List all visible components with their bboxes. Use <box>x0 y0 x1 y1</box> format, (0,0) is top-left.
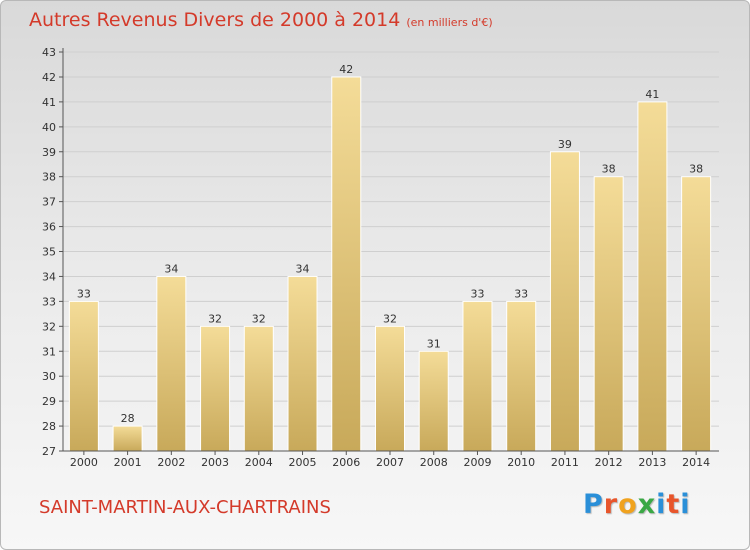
proxiti-logo: Proxiti <box>583 489 693 523</box>
logo-letter: o <box>618 489 638 520</box>
x-tick-label: 2005 <box>289 456 317 469</box>
bar <box>200 325 231 452</box>
x-tick-label: 2009 <box>463 456 491 469</box>
bar <box>331 76 362 452</box>
bar-value-label: 38 <box>689 163 703 176</box>
x-tick-label: 2012 <box>595 456 623 469</box>
y-tick-label: 35 <box>42 246 56 259</box>
y-tick-label: 36 <box>42 221 56 234</box>
y-tick-label: 33 <box>42 295 56 308</box>
y-tick-label: 30 <box>42 370 56 383</box>
x-tick-label: 2001 <box>114 456 142 469</box>
x-tick-label: 2008 <box>420 456 448 469</box>
y-tick-label: 42 <box>42 71 56 84</box>
x-tick-label: 2003 <box>201 456 229 469</box>
y-tick-label: 32 <box>42 320 56 333</box>
x-tick-label: 2007 <box>376 456 404 469</box>
y-tick-label: 43 <box>42 46 56 59</box>
logo-letter: r <box>603 489 619 520</box>
bar-value-label: 34 <box>164 262 178 275</box>
y-tick-label: 40 <box>42 121 56 134</box>
bar-value-label: 42 <box>339 63 353 76</box>
bar <box>375 325 405 452</box>
y-tick-label: 31 <box>42 345 56 358</box>
bar-value-label: 32 <box>252 312 266 325</box>
bar-value-label: 33 <box>77 287 91 300</box>
bars: 33 28 34 32 32 34 42 32 31 33 33 39 38 41 38 <box>68 63 712 452</box>
bar <box>287 275 318 452</box>
axes: 27 28 29 30 31 32 33 34 35 36 37 38 39 40 41 42 43 2000 20… <box>42 46 719 469</box>
y-tick-label: 27 <box>42 445 56 458</box>
bar <box>68 300 99 452</box>
bar <box>681 176 712 452</box>
bar-value-label: 31 <box>427 337 441 350</box>
y-tick-label: 37 <box>42 196 56 209</box>
bar-value-label: 38 <box>602 163 616 176</box>
y-tick-label: 34 <box>42 270 56 283</box>
bar-value-label: 34 <box>296 262 310 275</box>
chart-title-text: Autres Revenus Divers de 2000 à 2014 <box>29 9 401 31</box>
y-tick-label: 28 <box>42 420 56 433</box>
x-tick-label: 2000 <box>70 456 98 469</box>
bar-value-label: 39 <box>558 138 572 151</box>
bar <box>637 101 668 452</box>
logo-letter: t <box>666 489 681 520</box>
logo-letter: P <box>583 489 604 520</box>
logo-letter: x <box>637 489 657 520</box>
commune-name: SAINT-MARTIN-AUX-CHARTRAINS <box>39 497 331 518</box>
x-tick-label: 2013 <box>638 456 666 469</box>
bar <box>418 350 449 452</box>
x-tick-label: 2014 <box>682 456 710 469</box>
y-tick-label: 29 <box>42 395 56 408</box>
bar-value-label: 33 <box>470 287 484 300</box>
x-tick-label: 2002 <box>157 456 185 469</box>
bar-value-label: 32 <box>208 312 222 325</box>
bar <box>593 176 624 452</box>
bar-value-label: 28 <box>121 412 135 425</box>
logo-letter: i <box>656 489 667 520</box>
bar <box>243 325 274 452</box>
bar <box>462 300 493 452</box>
bar <box>549 151 580 452</box>
y-tick-label: 39 <box>42 146 56 159</box>
bar-value-label: 33 <box>514 287 528 300</box>
chart-subtitle: (en milliers d'€) <box>406 16 493 29</box>
chart-title: Autres Revenus Divers de 2000 à 2014 (en … <box>29 9 493 31</box>
logo-letter: i <box>680 489 691 520</box>
bar-value-label: 41 <box>645 88 659 101</box>
bar <box>112 425 143 452</box>
y-tick-label: 38 <box>42 171 56 184</box>
x-tick-label: 2010 <box>507 456 535 469</box>
bar <box>156 275 187 452</box>
x-tick-label: 2006 <box>332 456 360 469</box>
x-tick-label: 2004 <box>245 456 273 469</box>
x-tick-label: 2011 <box>551 456 579 469</box>
bar-value-label: 32 <box>383 312 397 325</box>
bar <box>506 300 537 452</box>
y-tick-label: 41 <box>42 96 56 109</box>
